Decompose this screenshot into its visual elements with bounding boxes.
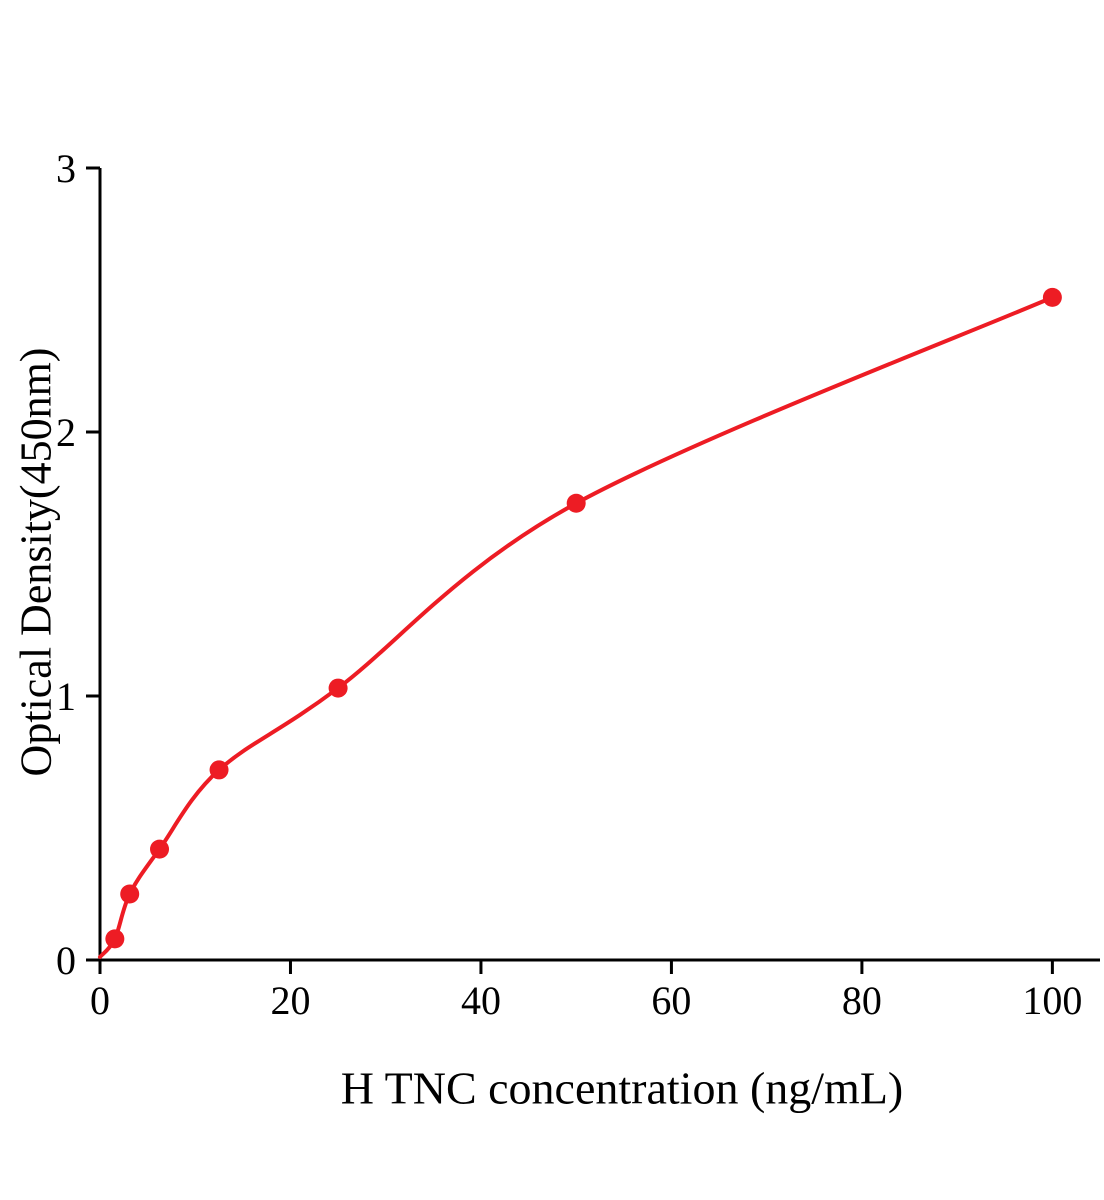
- x-tick-label: 100: [1022, 978, 1082, 1023]
- x-tick-label: 20: [270, 978, 310, 1023]
- data-point: [328, 678, 348, 698]
- data-point: [105, 929, 125, 949]
- x-tick-label: 80: [842, 978, 882, 1023]
- data-point: [120, 884, 140, 904]
- y-tick-label: 2: [56, 410, 76, 455]
- data-point: [566, 493, 586, 513]
- data-point: [1042, 287, 1062, 307]
- x-tick-label: 60: [651, 978, 691, 1023]
- data-point: [209, 760, 229, 780]
- y-tick-label: 1: [56, 674, 76, 719]
- y-tick-label: 3: [56, 146, 76, 191]
- x-tick-label: 0: [90, 978, 110, 1023]
- y-axis-title: Optical Density(450nm): [11, 347, 61, 777]
- data-point: [150, 839, 170, 859]
- x-tick-label: 40: [461, 978, 501, 1023]
- fit-curve: [98, 295, 1055, 959]
- x-axis-title: H TNC concentration (ng/mL): [340, 1062, 904, 1114]
- y-tick-label: 0: [56, 938, 76, 983]
